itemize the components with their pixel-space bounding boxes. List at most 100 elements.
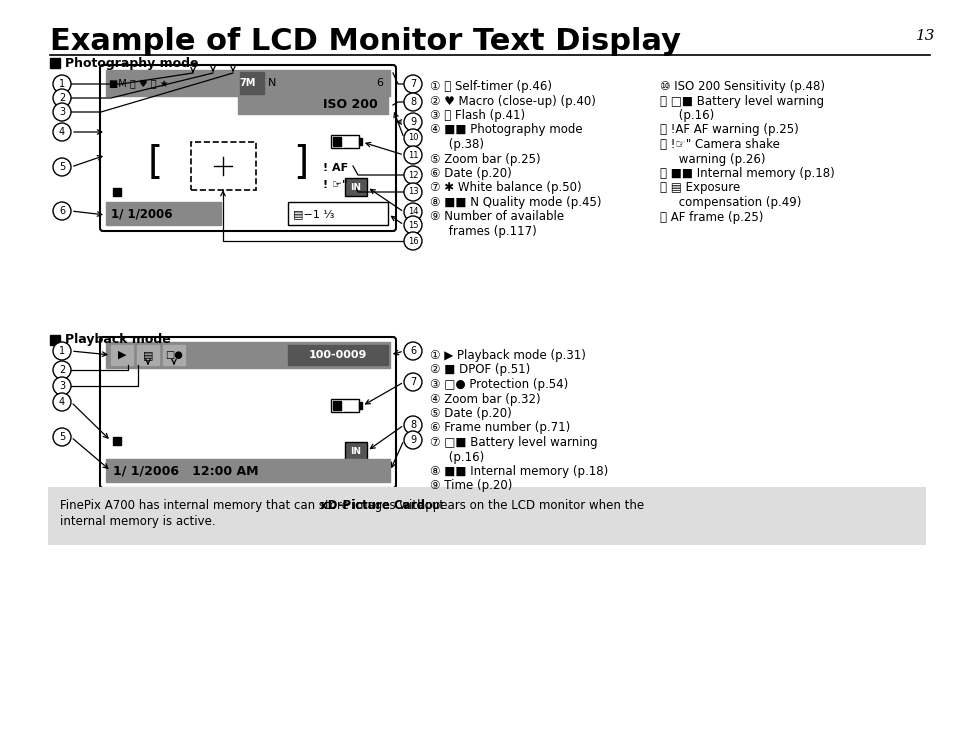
Text: 8: 8	[410, 420, 416, 430]
Text: frames (p.117): frames (p.117)	[430, 225, 537, 238]
FancyBboxPatch shape	[100, 65, 395, 231]
Text: IN: IN	[350, 183, 361, 192]
Text: 3: 3	[59, 107, 65, 117]
Text: appears on the LCD monitor when the: appears on the LCD monitor when the	[403, 499, 643, 512]
Text: 15: 15	[407, 220, 417, 230]
Text: ⑪ □■ Battery level warning: ⑪ □■ Battery level warning	[659, 94, 823, 107]
Bar	[106, 70, 390, 96]
Circle shape	[53, 75, 71, 93]
Text: 5: 5	[59, 162, 65, 172]
Circle shape	[403, 75, 421, 93]
Circle shape	[53, 393, 71, 411]
Circle shape	[53, 428, 71, 446]
Text: ⑬ !☞" Camera shake: ⑬ !☞" Camera shake	[659, 138, 779, 151]
Text: ⑮ ▤ Exposure: ⑮ ▤ Exposure	[659, 181, 740, 195]
Bar	[112, 188, 121, 196]
Text: ⑥ Date (p.20): ⑥ Date (p.20)	[430, 167, 511, 180]
Text: ④ ■■ Photography mode: ④ ■■ Photography mode	[430, 124, 582, 137]
Text: [: [	[148, 144, 163, 182]
Text: FinePix A700 has internal memory that can store images without: FinePix A700 has internal memory that ca…	[60, 499, 447, 512]
Text: 4: 4	[59, 127, 65, 137]
Text: 6: 6	[59, 206, 65, 216]
Text: 11: 11	[407, 150, 417, 159]
Text: xD-Picture Card.: xD-Picture Card.	[320, 499, 429, 512]
Bar	[191, 142, 255, 190]
Text: ⑧ ■■ Internal memory (p.18): ⑧ ■■ Internal memory (p.18)	[430, 465, 608, 478]
Text: (p.16): (p.16)	[430, 451, 484, 464]
Text: 16: 16	[407, 236, 417, 245]
Bar	[237, 96, 388, 114]
Text: 2: 2	[59, 93, 65, 103]
Circle shape	[53, 377, 71, 395]
Text: 5: 5	[59, 432, 65, 442]
Bar	[50, 335, 60, 345]
Bar	[288, 345, 388, 365]
Text: ⑥ Frame number (p.71): ⑥ Frame number (p.71)	[430, 421, 570, 434]
Text: Example of LCD Monitor Text Display: Example of LCD Monitor Text Display	[50, 27, 680, 56]
Bar	[163, 345, 185, 365]
Circle shape	[403, 431, 421, 449]
Text: 13: 13	[915, 29, 934, 43]
Text: 9: 9	[410, 117, 416, 127]
Circle shape	[403, 416, 421, 434]
Text: ① ⌛ Self-timer (p.46): ① ⌛ Self-timer (p.46)	[430, 80, 552, 93]
Bar	[288, 202, 388, 225]
Text: ⑤ Zoom bar (p.25): ⑤ Zoom bar (p.25)	[430, 153, 540, 165]
Bar	[111, 345, 132, 365]
Bar	[112, 437, 121, 445]
Bar	[106, 459, 390, 482]
Text: ⑦ □■ Battery level warning: ⑦ □■ Battery level warning	[430, 436, 597, 449]
Text: ④ Zoom bar (p.32): ④ Zoom bar (p.32)	[430, 393, 540, 405]
Bar	[106, 342, 390, 368]
Bar	[333, 137, 340, 146]
Text: 8: 8	[410, 97, 416, 107]
Text: ⑧ ■■ N Quality mode (p.45): ⑧ ■■ N Quality mode (p.45)	[430, 196, 601, 209]
Circle shape	[403, 129, 421, 147]
Text: ISO 200: ISO 200	[323, 98, 377, 112]
Bar	[331, 399, 358, 412]
Text: 100-0009: 100-0009	[309, 350, 367, 360]
Circle shape	[403, 93, 421, 111]
Circle shape	[403, 216, 421, 234]
Text: 10: 10	[407, 134, 417, 143]
Text: ⑨ Number of available: ⑨ Number of available	[430, 211, 563, 223]
Circle shape	[53, 342, 71, 360]
Bar	[333, 401, 340, 410]
Text: 7: 7	[410, 79, 416, 89]
Bar	[48, 487, 925, 545]
Bar	[106, 202, 221, 225]
Text: ② ♥ Macro (close-up) (p.40): ② ♥ Macro (close-up) (p.40)	[430, 94, 596, 107]
Text: 1: 1	[59, 79, 65, 89]
Circle shape	[403, 232, 421, 250]
Circle shape	[53, 123, 71, 141]
Text: □●: □●	[165, 350, 183, 360]
Text: 12: 12	[407, 171, 417, 180]
Text: 13: 13	[407, 187, 417, 196]
Bar	[345, 442, 367, 460]
Circle shape	[53, 158, 71, 176]
Text: 14: 14	[407, 208, 417, 217]
Text: 2: 2	[59, 365, 65, 375]
Text: ⑩ ISO 200 Sensitivity (p.48): ⑩ ISO 200 Sensitivity (p.48)	[659, 80, 824, 93]
Circle shape	[403, 203, 421, 221]
Text: 1: 1	[59, 346, 65, 356]
Text: Playback mode: Playback mode	[65, 334, 171, 347]
Text: 6: 6	[410, 346, 416, 356]
Text: ▶: ▶	[117, 350, 126, 360]
Text: IN: IN	[350, 446, 361, 455]
Text: 1/ 1/2006: 1/ 1/2006	[111, 208, 172, 220]
Text: (p.16): (p.16)	[659, 109, 714, 122]
Text: warning (p.26): warning (p.26)	[659, 153, 764, 165]
Circle shape	[403, 146, 421, 164]
Bar	[358, 138, 361, 145]
Circle shape	[403, 342, 421, 360]
Circle shape	[53, 89, 71, 107]
Circle shape	[403, 373, 421, 391]
Text: ]: ]	[293, 144, 308, 182]
Text: ③ □● Protection (p.54): ③ □● Protection (p.54)	[430, 378, 568, 391]
Text: Photography mode: Photography mode	[65, 57, 198, 69]
Text: ① ▶ Playback mode (p.31): ① ▶ Playback mode (p.31)	[430, 349, 585, 362]
Circle shape	[403, 166, 421, 184]
Circle shape	[403, 113, 421, 131]
Circle shape	[53, 103, 71, 121]
